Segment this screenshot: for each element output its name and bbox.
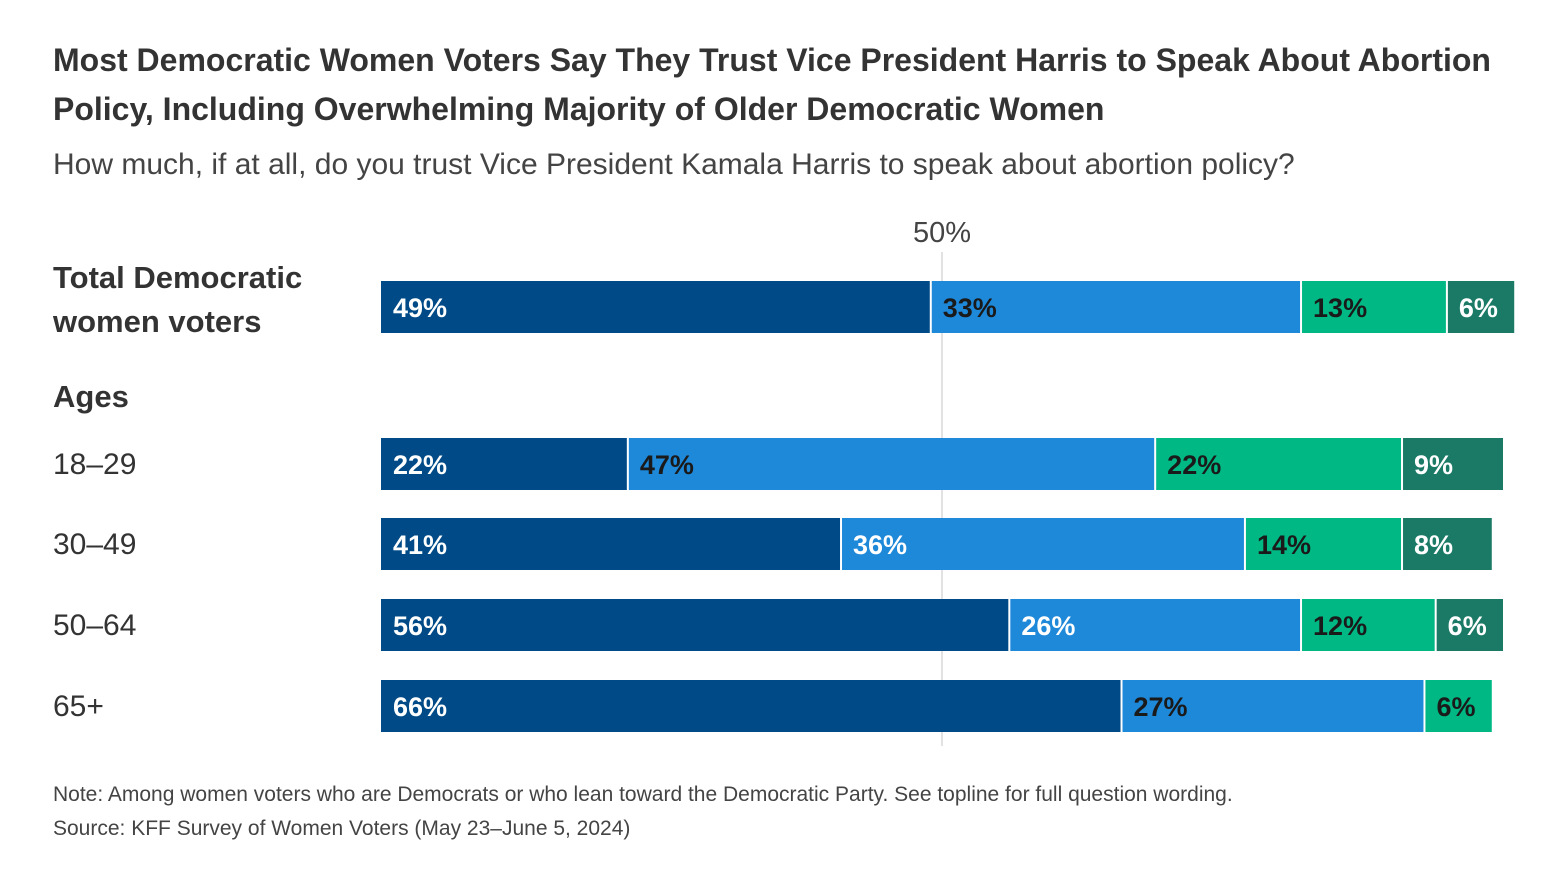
bar-row1-seg3	[1402, 438, 1503, 490]
bar-row2-seg2	[1244, 518, 1403, 570]
bar-label-row0-seg1: 33%	[943, 293, 997, 323]
bar-row0-seg2	[1301, 281, 1447, 333]
category-label-age-50-64: 50–64	[53, 609, 136, 642]
bar-label-row1-seg3: 9%	[1414, 450, 1453, 480]
chart-title: Most Democratic Women Voters Say They Tr…	[53, 42, 1491, 127]
bar-row4-seg0	[381, 680, 1122, 732]
category-label-age-65-plus: 65+	[53, 690, 104, 723]
bar-row4-seg1	[1121, 680, 1425, 732]
bar-label-row0-seg3: 6%	[1459, 293, 1498, 323]
bar-row3-seg1	[1009, 599, 1302, 651]
category-label-age-18-29: 18–29	[53, 448, 136, 481]
bar-row1-seg0	[381, 438, 628, 490]
note-text: Note: Among women voters who are Democra…	[53, 783, 1233, 806]
bar-label-row1-seg0: 22%	[393, 450, 447, 480]
category-label-total: Total Democratic women voters	[52, 260, 302, 339]
bar-row0-seg1	[930, 281, 1302, 333]
bar-label-row3-seg2: 12%	[1313, 611, 1367, 641]
bar-label-row2-seg3: 8%	[1414, 530, 1453, 560]
bar-row1-seg1	[627, 438, 1156, 490]
reference-line-group: 50%	[913, 217, 971, 746]
bar-label-row3-seg3: 6%	[1448, 611, 1487, 641]
bar-label-row4-seg1: 27%	[1134, 692, 1188, 722]
bar-row2-seg0	[381, 518, 842, 570]
bar-label-row2-seg2: 14%	[1257, 530, 1311, 560]
bar-label-row4-seg2: 6%	[1436, 692, 1475, 722]
bar-row3-seg0	[381, 599, 1010, 651]
bar-label-row1-seg2: 22%	[1167, 450, 1221, 480]
bar-label-row3-seg0: 56%	[393, 611, 447, 641]
chart-subtitle: How much, if at all, do you trust Vice P…	[53, 148, 1295, 181]
reference-line-label: 50%	[913, 217, 971, 249]
bar-row0-seg3	[1446, 281, 1515, 333]
bar-label-row2-seg0: 41%	[393, 530, 447, 560]
bar-label-row0-seg0: 49%	[393, 293, 447, 323]
bar-label-row0-seg2: 13%	[1313, 293, 1367, 323]
source-text: Source: KFF Survey of Women Voters (May …	[53, 817, 631, 840]
bars: 49% 33% 13% 6% 22% 47% 22% 9% 41% 36% 14% 8% 56% 26% 1…	[381, 281, 1515, 732]
bar-row3-seg2	[1301, 599, 1436, 651]
chart-footnote: Note: Among women voters who are Democra…	[53, 778, 1553, 846]
bar-label-row2-seg1: 36%	[853, 530, 907, 560]
bar-label-row3-seg1: 26%	[1021, 611, 1075, 641]
bar-row0-seg0	[381, 281, 931, 333]
category-label-age-30-49: 30–49	[53, 528, 136, 561]
bar-label-row1-seg1: 47%	[640, 450, 694, 480]
section-label-ages: Ages	[53, 379, 129, 414]
bar-row2-seg1	[841, 518, 1245, 570]
bar-row1-seg2	[1155, 438, 1403, 490]
bar-label-row4-seg0: 66%	[393, 692, 447, 722]
bar-row2-seg3	[1402, 518, 1492, 570]
bar-row4-seg2	[1424, 680, 1492, 732]
bar-row3-seg3	[1435, 599, 1503, 651]
category-labels: Total Democratic women voters Ages 18–29 30–…	[52, 260, 302, 723]
